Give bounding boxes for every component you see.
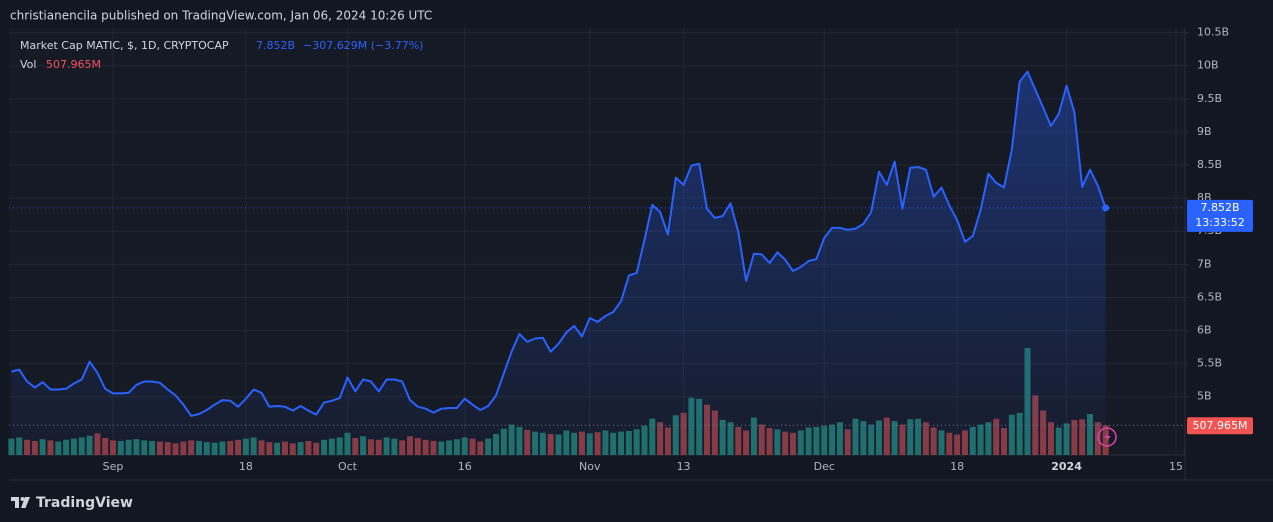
y-tick-label: 5B: [1197, 390, 1212, 403]
area-fill: [11, 71, 1106, 455]
logo-dot: [20, 497, 25, 501]
y-tick-label: 9.5B: [1197, 92, 1222, 105]
y-tick-label: 10B: [1197, 59, 1219, 72]
y-tick-label: 7B: [1197, 257, 1212, 270]
x-tick-label: 18: [239, 460, 253, 473]
x-tick-label: 13: [677, 460, 691, 473]
axes: 5B5.5B6B6.5B7B7.5B8B8.5B9B9.5B10B10.5BSe…: [103, 26, 1253, 473]
replay-bolt: [1104, 431, 1111, 443]
y-tick-label: 8.5B: [1197, 158, 1222, 171]
y-tick-label: 5.5B: [1197, 357, 1222, 370]
replay-icon[interactable]: [1097, 427, 1117, 447]
legend-value: 7.852B: [256, 39, 295, 52]
y-tick-label: 6B: [1197, 324, 1212, 337]
legend-volume-title: Vol: [20, 58, 36, 71]
x-tick-label: Oct: [338, 460, 358, 473]
legend-change: −307.629M (−3.77%): [303, 39, 423, 52]
volume-tag-value: 507.965M: [1193, 419, 1248, 432]
volume-tag: [1187, 417, 1253, 435]
x-tick-label: Dec: [814, 460, 835, 473]
y-tick-label: 6.5B: [1197, 290, 1222, 303]
header-text: christianencila published on TradingView…: [10, 9, 432, 23]
x-tick-label: Nov: [579, 460, 601, 473]
price-tag: [1187, 199, 1253, 232]
last-price-dot: [1102, 204, 1110, 212]
volume-bar: [1102, 425, 1109, 455]
price-plot: [9, 70, 1185, 455]
tradingview-logo: [11, 497, 30, 508]
x-tick-label: Sep: [103, 460, 124, 473]
logo-slash: [21, 497, 30, 508]
x-tick-label: 15: [1169, 460, 1183, 473]
price-tag-value: 7.852B: [1200, 201, 1239, 214]
legend-title: Market Cap MATIC, $, 1D, CRYPTOCAP: [20, 39, 229, 52]
y-tick-label: 9B: [1197, 125, 1212, 138]
footer-brand: TradingView: [36, 495, 133, 511]
legend-volume-value: 507.965M: [46, 58, 101, 71]
x-tick-label: 16: [458, 460, 472, 473]
logo-seven: [11, 497, 19, 508]
price-tag-countdown: 13:33:52: [1195, 216, 1244, 229]
price-line: [11, 70, 1107, 417]
x-tick-label: 18: [950, 460, 964, 473]
x-tick-label: 2024: [1051, 460, 1082, 473]
y-tick-label: 10.5B: [1197, 26, 1229, 39]
